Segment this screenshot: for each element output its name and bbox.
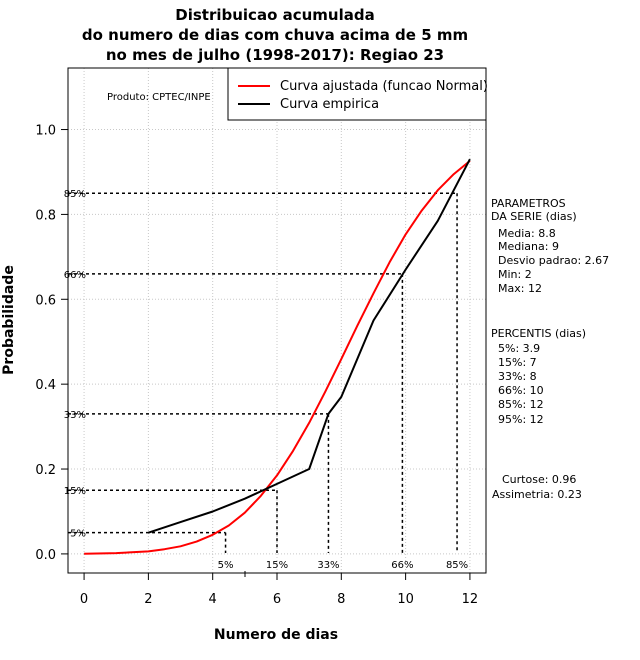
x-tick-label-4: 8 — [337, 592, 345, 607]
percentis-85: 85%: 12 — [498, 398, 544, 411]
legend-box — [227, 67, 487, 121]
assimetria-label: Assimetria: 0.23 — [492, 488, 582, 501]
x-axis-label: Numero de dias — [214, 627, 338, 643]
y-axis: 0.0 0.2 0.4 0.6 0.8 1.0 — [35, 124, 69, 563]
y-tick-label-4: 0.8 — [35, 208, 56, 223]
y-tick-label-5: 1.0 — [35, 124, 56, 139]
y-tick-label-0: 0.0 — [35, 548, 56, 563]
percentis-33: 33%: 8 — [498, 370, 537, 383]
percentile-x-label-1: 15% — [266, 560, 288, 571]
percentile-reference-lines: 5% 5% 15% 15% 33% 33% 66% 66% 85% 85% — [64, 189, 468, 577]
percentile-y-label-3: 66% — [64, 270, 86, 281]
percentis-15: 15%: 7 — [498, 356, 537, 369]
percentile-x-label-0: 5% — [218, 560, 234, 571]
percentile-x-label-4: 85% — [446, 560, 468, 571]
parametros-heading: PARAMETROS — [491, 197, 566, 210]
parametros-max: Max: 12 — [498, 282, 542, 295]
percentile-y-label-1: 15% — [64, 486, 86, 497]
percentile-x-label-2: 33% — [317, 560, 339, 571]
parametros-media: Media: 8.8 — [498, 227, 556, 240]
legend-label-empirical: Curva empirica — [280, 97, 379, 112]
series-line-fitted-normal — [84, 160, 471, 555]
x-axis: 0 2 4 6 8 10 12 — [80, 572, 479, 607]
chart-title-line-3: no mes de julho (1998-2017): Regiao 23 — [106, 46, 444, 64]
y-tick-label-2: 0.4 — [35, 378, 56, 393]
series-group — [84, 158, 471, 555]
y-axis-label: Probabilidade — [1, 265, 17, 375]
series-line-empirical — [148, 158, 471, 534]
y-tick-label-3: 0.6 — [35, 293, 56, 308]
percentis-heading: PERCENTIS (dias) — [491, 327, 586, 340]
chart-title-line-1: Distribuicao acumulada — [175, 6, 374, 24]
percentis-5: 5%: 3.9 — [498, 342, 540, 355]
percentis-66: 66%: 10 — [498, 384, 544, 397]
curtose-label: Curtose: 0.96 — [502, 473, 576, 486]
percentis-95: 95%: 12 — [498, 413, 544, 426]
parametros-subheading: DA SERIE (dias) — [491, 210, 577, 223]
percentis-panel: PERCENTIS (dias) 5%: 3.9 15%: 7 33%: 8 6… — [491, 327, 586, 426]
forma-panel: Curtose: 0.96 Assimetria: 0.23 — [492, 473, 582, 501]
parametros-panel: PARAMETROS DA SERIE (dias) Media: 8.8 Me… — [491, 197, 609, 295]
parametros-mediana: Mediana: 9 — [498, 240, 559, 253]
percentile-y-label-0: 5% — [70, 529, 86, 540]
x-tick-label-2: 4 — [209, 592, 217, 607]
parametros-min: Min: 2 — [498, 268, 532, 281]
legend-label-fitted: Curva ajustada (funcao Normal) — [280, 79, 488, 94]
parametros-desvio: Desvio padrao: 2.67 — [498, 254, 609, 267]
x-tick-label-5: 10 — [397, 592, 414, 607]
x-tick-label-1: 2 — [144, 592, 152, 607]
produto-label: Produto: CPTEC/INPE — [107, 92, 211, 103]
chart-title-line-2: do numero de dias com chuva acima de 5 m… — [82, 26, 468, 44]
x-tick-label-3: 6 — [273, 592, 281, 607]
x-tick-label-0: 0 — [80, 592, 88, 607]
percentile-y-label-4: 85% — [64, 189, 86, 200]
y-tick-label-1: 0.2 — [35, 463, 56, 478]
percentile-y-label-2: 33% — [64, 410, 86, 421]
grid — [68, 68, 486, 573]
x-tick-label-6: 12 — [462, 592, 479, 607]
percentile-x-label-3: 66% — [391, 560, 413, 571]
legend: Curva ajustada (funcao Normal) Curva emp… — [227, 67, 488, 121]
